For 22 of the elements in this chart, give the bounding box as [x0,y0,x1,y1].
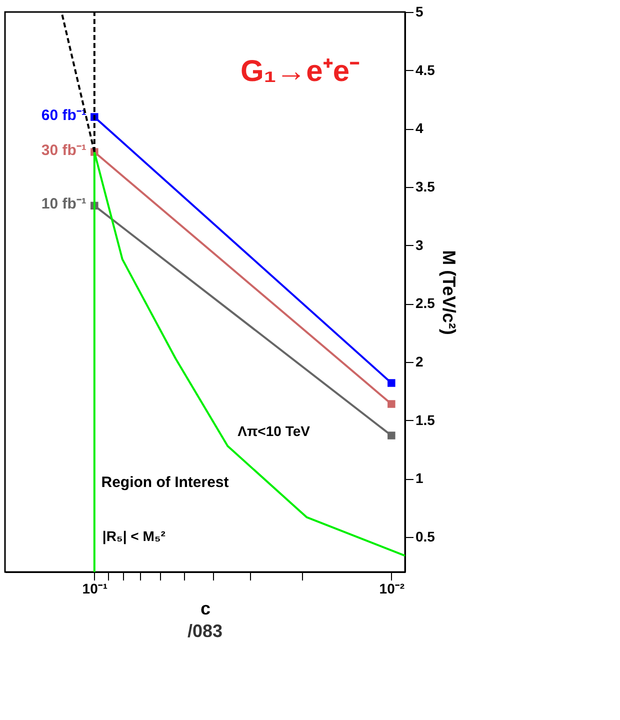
x-axis-title: c [200,598,211,618]
x-tick-label: 10⁻¹ [82,580,108,596]
annotation: |R₅| < M₅² [102,528,166,545]
series-label: 60 fb⁻¹ [41,107,86,124]
annotation: G₁→e⁺e⁻ [240,55,360,88]
text: /083 [187,621,223,641]
y-tick-label: 5 [416,4,424,20]
x-tick-label: 10⁻² [379,580,405,596]
y-tick-label: 1.5 [416,412,436,428]
series-label: 10 fb⁻¹ [41,196,86,213]
y-tick-label: 3.5 [416,178,436,194]
y-tick-label: 2.5 [416,295,436,312]
annotation: Region of Interest [101,474,229,491]
y-tick-label: 0.5 [416,528,436,544]
series-label: 30 fb⁻¹ [41,142,86,159]
annotation: Λπ<10 TeV [238,423,311,439]
y-tick-label: 3 [416,236,424,253]
y-tick-label: 2 [416,354,424,370]
y-tick-label: 4.5 [416,62,436,78]
y-tick-label: 4 [416,120,424,136]
y-tick-label: 1 [416,470,424,486]
y-axis-title: M (TeV/c²) [438,250,459,335]
